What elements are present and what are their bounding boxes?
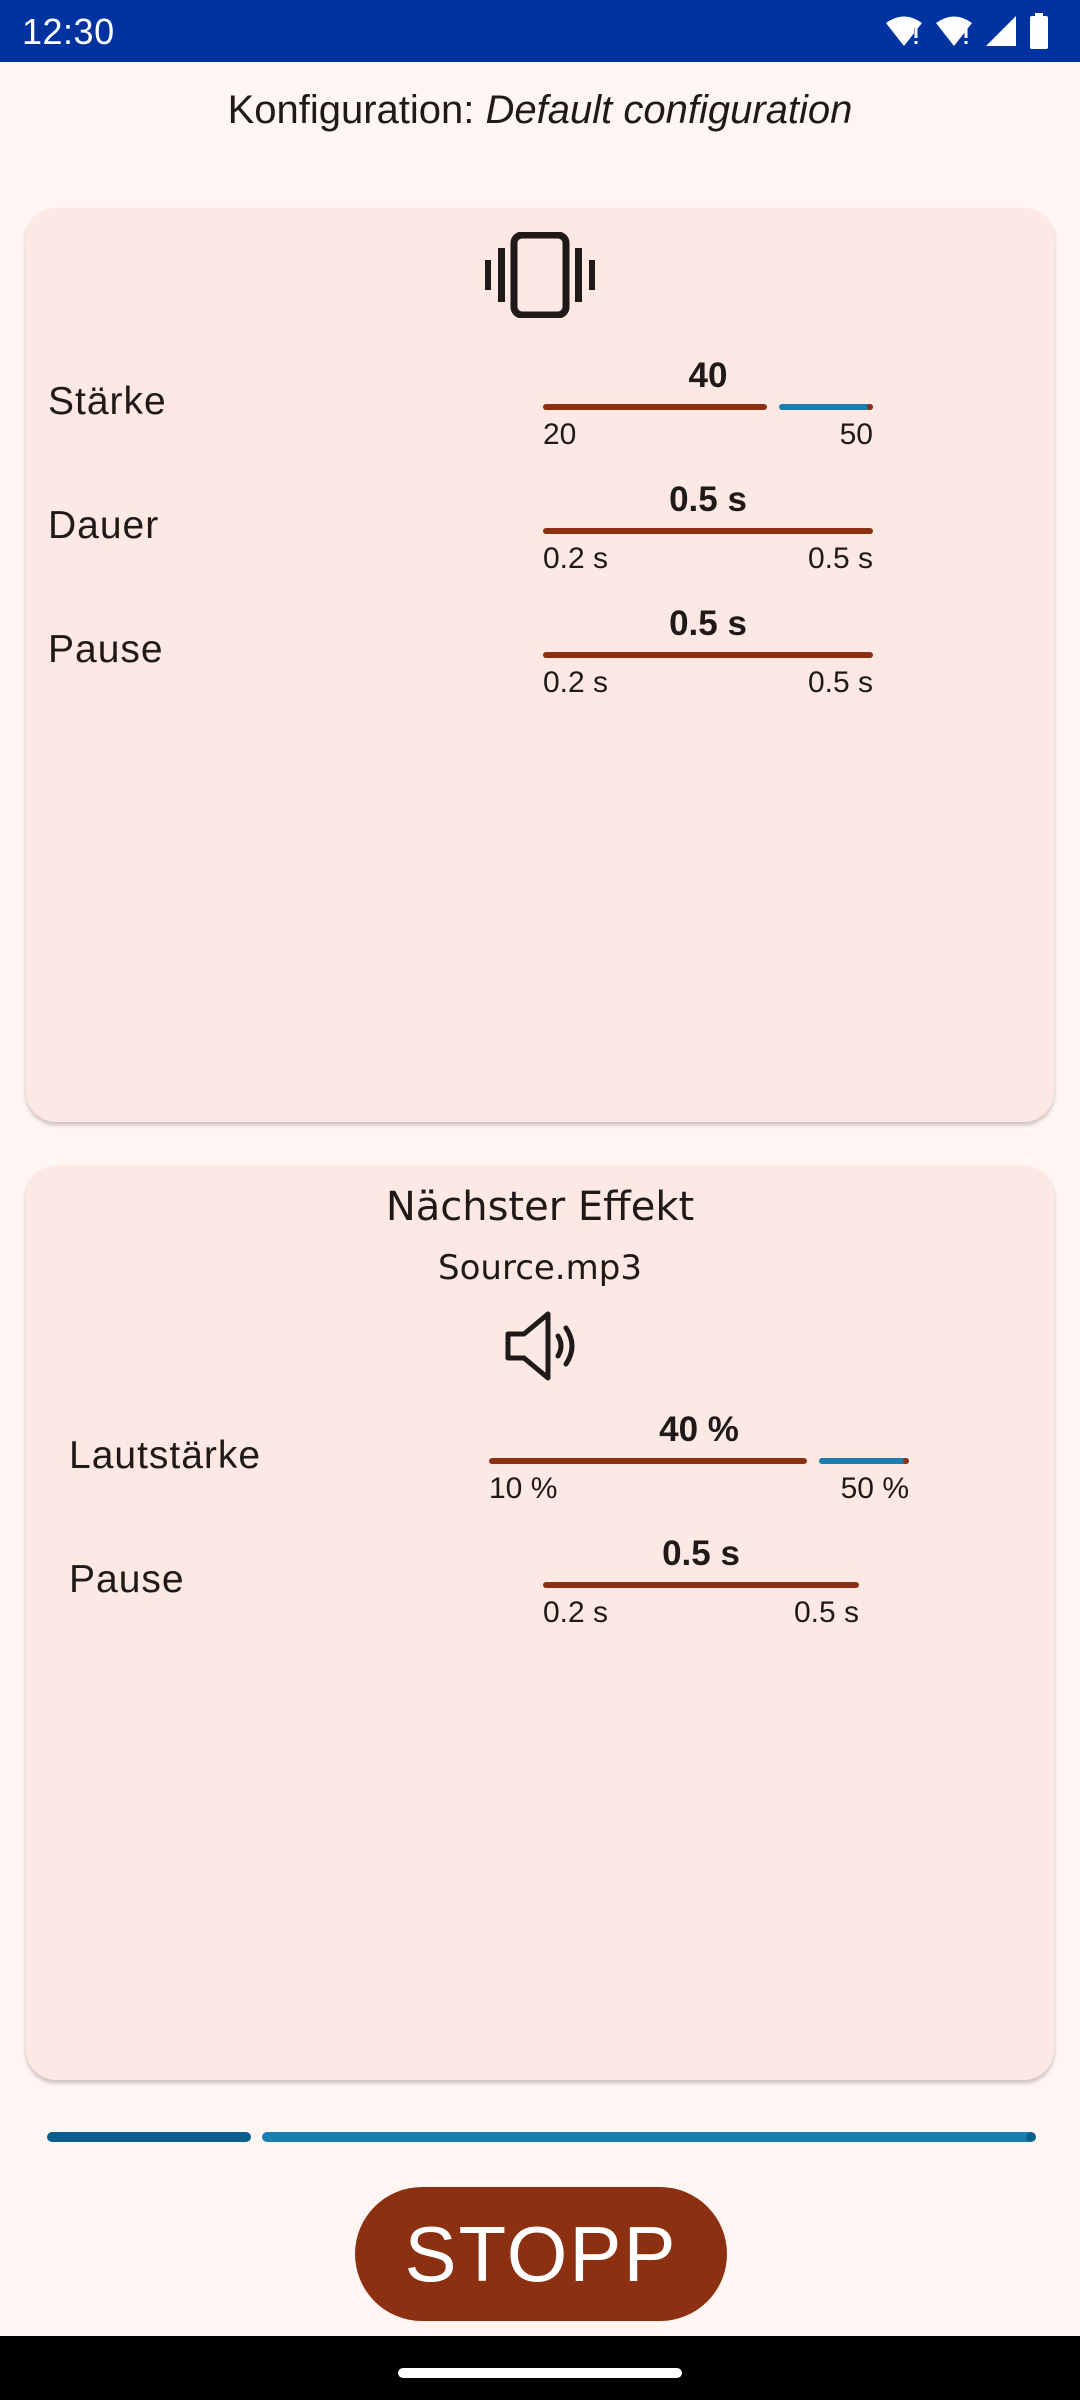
strength-slider[interactable]: 40 20 50 <box>543 356 873 466</box>
volume-max: 50 % <box>840 1472 909 1505</box>
volume-active-track <box>489 1458 807 1464</box>
vibration-pause-active-track <box>543 652 873 658</box>
strength-end-marker <box>867 404 873 410</box>
vibration-pause-value: 0.5 s <box>669 604 747 643</box>
strength-label: Stärke <box>48 380 167 423</box>
status-time: 12:30 <box>22 11 115 52</box>
battery-icon <box>1030 13 1048 49</box>
duration-value: 0.5 s <box>669 480 747 519</box>
duration-slider[interactable]: 0.5 s 0.2 s 0.5 s <box>543 480 873 590</box>
volume-min: 10 % <box>489 1472 558 1505</box>
configuration-label: Konfiguration: <box>227 88 475 132</box>
effect-pause-min: 0.2 s <box>543 1596 609 1629</box>
next-effect-source: Source.mp3 <box>438 1248 642 1288</box>
effect-pause-slider[interactable]: 0.5 s 0.2 s 0.5 s <box>543 1534 859 1644</box>
vibration-pause-max: 0.5 s <box>807 666 873 699</box>
speaker-icon <box>505 1311 575 1381</box>
volume-value: 40 % <box>659 1410 739 1449</box>
duration-label: Dauer <box>48 504 160 547</box>
wifi-alert-icon-2 <box>936 16 972 46</box>
configuration-line: Konfiguration: Default configuration <box>0 88 1080 133</box>
effect-pause-active-track <box>543 1582 859 1588</box>
strength-active-track <box>543 404 767 410</box>
effect-pause-value: 0.5 s <box>662 1534 740 1573</box>
wifi-alert-icon <box>886 16 922 46</box>
strength-inactive-track <box>779 404 873 410</box>
duration-max: 0.5 s <box>807 542 873 575</box>
volume-slider[interactable]: 40 % 10 % 50 % <box>489 1410 909 1520</box>
vibration-pause-min: 0.2 s <box>543 666 609 699</box>
effect-pause-label: Pause <box>69 1558 185 1601</box>
effect-pause-max: 0.5 s <box>793 1596 859 1629</box>
vibration-pause-label: Pause <box>48 628 164 671</box>
duration-min: 0.2 s <box>543 542 609 575</box>
next-effect-card: Nächster Effekt Source.mp3 Lautstärke 40… <box>26 1166 1054 2080</box>
volume-end-marker <box>903 1458 909 1464</box>
progress-indicator-remaining <box>262 2132 1034 2142</box>
strength-min: 20 <box>543 418 577 451</box>
duration-active-track <box>543 528 873 534</box>
configuration-name: Default configuration <box>485 88 853 132</box>
vibration-pause-slider[interactable]: 0.5 s 0.2 s 0.5 s <box>543 604 873 714</box>
strength-max: 50 <box>839 418 873 451</box>
status-bar: 12:30 <box>0 0 1080 62</box>
status-icons <box>884 12 1050 50</box>
home-gesture-handle[interactable] <box>398 2368 682 2378</box>
stop-button[interactable]: STOPP <box>355 2187 727 2321</box>
progress-indicator-done <box>47 2132 251 2142</box>
vibration-card: Stärke 40 20 50 Dauer 0.5 s 0.2 s 0.5 s … <box>26 208 1054 1122</box>
next-effect-title: Nächster Effekt <box>385 1184 695 1230</box>
cellular-signal-icon <box>986 16 1016 46</box>
progress-indicator-end <box>1026 2132 1036 2142</box>
strength-value: 40 <box>688 356 728 395</box>
vibration-icon <box>485 232 595 318</box>
volume-inactive-track <box>819 1458 909 1464</box>
volume-label: Lautstärke <box>69 1434 262 1477</box>
